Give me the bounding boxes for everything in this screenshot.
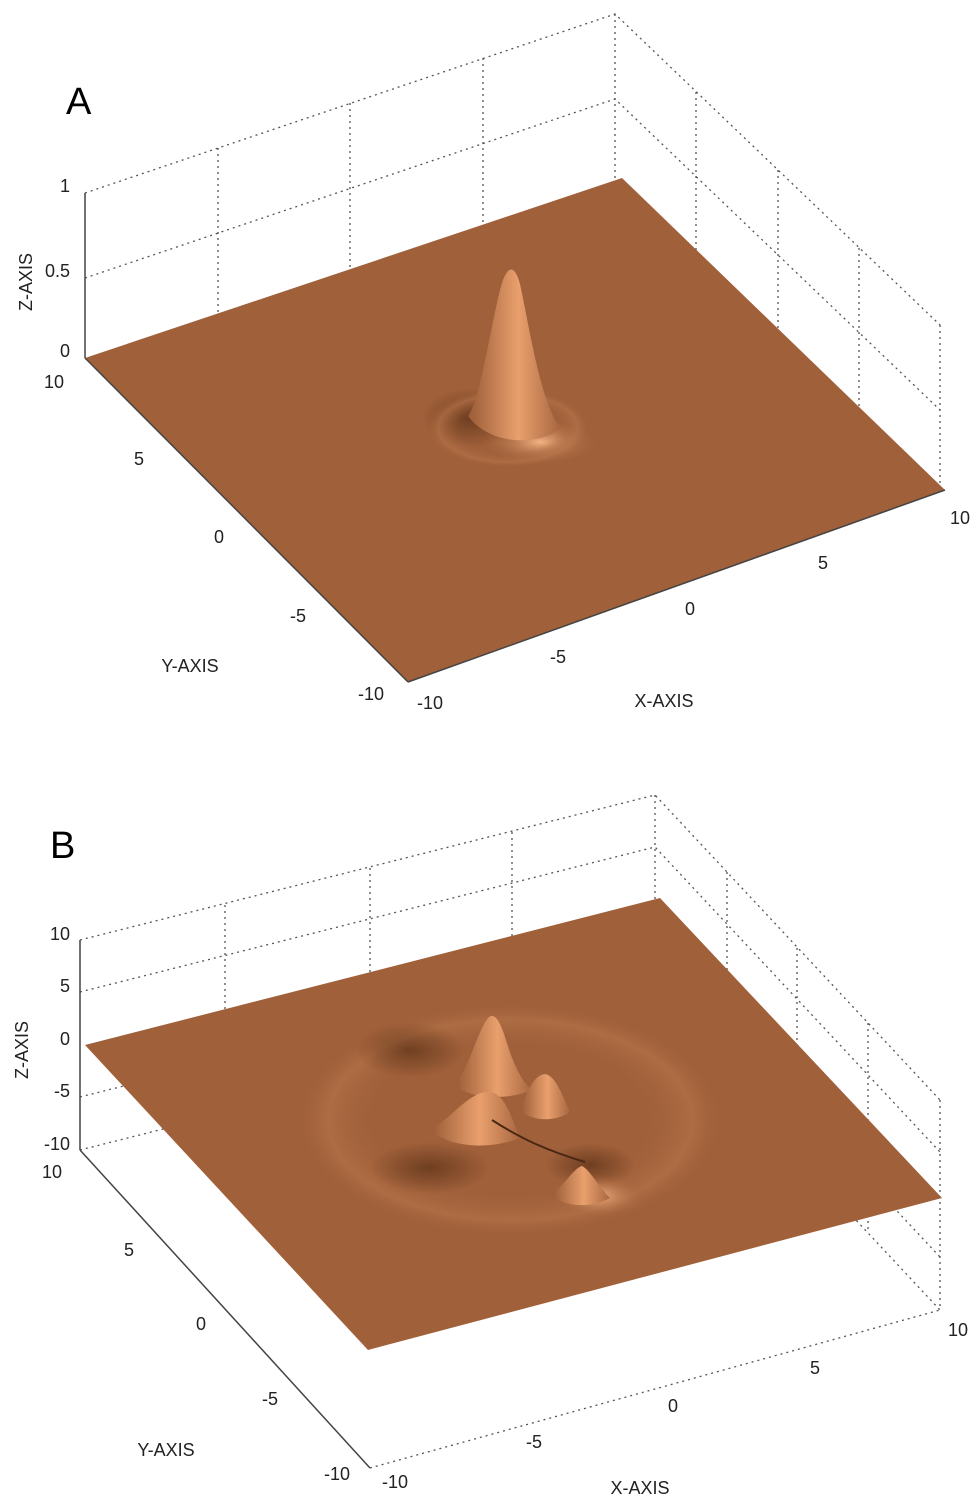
panel-b-x-tick: -5 — [526, 1432, 542, 1452]
panel-a-z-tick: 0 — [60, 341, 70, 361]
panel-a: A 1 0.5 0 Z-AXIS — [16, 13, 970, 713]
panel-a-y-axis-line — [84, 357, 409, 683]
panel-b-z-tick: 10 — [50, 924, 70, 944]
panel-a-y-axis-label: Y-AXIS — [161, 656, 218, 676]
panel-a-y-ticks: 10 5 0 -5 -10 — [44, 372, 384, 704]
panel-b-y-axis-line — [79, 1149, 371, 1469]
panel-b-z-axis-label: Z-AXIS — [12, 1021, 32, 1079]
panel-b-z-tick: -5 — [54, 1081, 70, 1101]
panel-b-peak — [430, 1091, 520, 1146]
panel-b-z-tick: 0 — [60, 1029, 70, 1049]
panel-a-z-ticks: 1 0.5 0 — [45, 176, 70, 361]
panel-b-y-tick: 5 — [124, 1240, 134, 1260]
panel-a-y-tick: 0 — [214, 527, 224, 547]
panel-a-y-tick: -5 — [290, 606, 306, 626]
panel-a-z-axis-label: Z-AXIS — [16, 253, 36, 311]
panel-a-x-tick: 5 — [818, 553, 828, 573]
panel-b: B — [12, 794, 968, 1498]
panel-b-y-ticks: 10 5 0 -5 -10 — [42, 1162, 350, 1484]
panel-a-x-tick: -10 — [417, 693, 443, 713]
panel-b-y-axis-label: Y-AXIS — [137, 1440, 194, 1460]
panel-a-x-axis-label: X-AXIS — [634, 691, 693, 711]
panel-b-x-axis-label: X-AXIS — [610, 1478, 669, 1498]
panel-b-x-tick: -10 — [382, 1472, 408, 1492]
panel-a-x-ticks: -10 -5 0 5 10 — [417, 508, 970, 713]
panel-a-letter: A — [66, 81, 92, 123]
panel-b-peak — [455, 1016, 532, 1097]
panel-b-peak — [520, 1074, 570, 1120]
panel-b-y-tick: 0 — [196, 1314, 206, 1334]
panel-a-z-tick: 0.5 — [45, 261, 70, 281]
panel-a-x-tick: 10 — [950, 508, 970, 528]
panel-b-x-ticks: -10 -5 0 5 10 — [382, 1320, 968, 1492]
panel-b-shadow — [370, 1142, 490, 1194]
panel-b-ridge — [491, 1119, 586, 1163]
panel-b-z-ticks: 10 5 0 -5 -10 — [44, 924, 70, 1154]
panel-b-y-tick: -10 — [324, 1464, 350, 1484]
panel-b-letter: B — [50, 825, 75, 867]
panel-a-x-axis-line — [407, 489, 946, 683]
panel-a-box — [84, 13, 941, 492]
panel-b-x-tick: 5 — [810, 1358, 820, 1378]
panel-a-x-tick: -5 — [550, 647, 566, 667]
panel-a-y-tick: 5 — [134, 449, 144, 469]
panel-b-z-tick: 5 — [60, 976, 70, 996]
panel-a-z-tick: 1 — [60, 176, 70, 196]
panel-b-z-tick: -10 — [44, 1134, 70, 1154]
panel-b-shadow — [355, 1022, 465, 1078]
panel-b-peak — [552, 1166, 610, 1206]
panel-b-y-tick: 10 — [42, 1162, 62, 1182]
panel-b-y-tick: -5 — [262, 1389, 278, 1409]
panel-b-x-tick: 10 — [948, 1320, 968, 1340]
panel-b-x-tick: 0 — [668, 1396, 678, 1416]
panel-a-y-tick: -10 — [358, 684, 384, 704]
panel-a-y-tick: 10 — [44, 372, 64, 392]
panel-a-x-tick: 0 — [685, 599, 695, 619]
panel-a-peak — [468, 269, 560, 441]
